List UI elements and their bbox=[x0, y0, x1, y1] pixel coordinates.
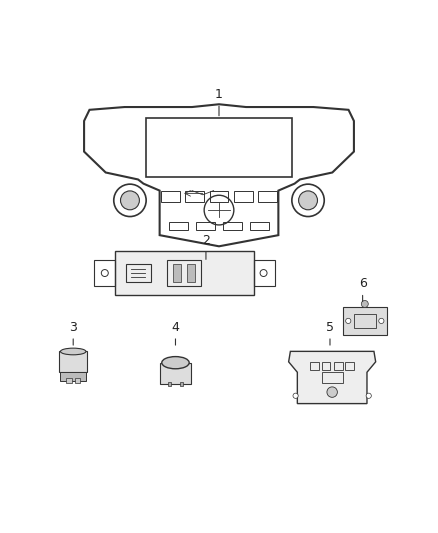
Bar bbox=[311, 362, 319, 370]
Circle shape bbox=[293, 393, 298, 398]
Bar bbox=[322, 362, 330, 370]
Circle shape bbox=[120, 191, 139, 210]
Bar bbox=[209, 191, 229, 201]
Text: 1: 1 bbox=[215, 88, 223, 101]
Bar bbox=[354, 314, 376, 328]
Bar bbox=[168, 382, 171, 385]
Bar bbox=[146, 118, 292, 176]
Bar bbox=[234, 191, 253, 201]
Circle shape bbox=[361, 301, 368, 308]
Bar bbox=[196, 222, 215, 230]
Text: 4: 4 bbox=[172, 321, 180, 334]
Bar bbox=[59, 351, 87, 372]
Bar bbox=[258, 191, 277, 201]
Text: 6: 6 bbox=[359, 278, 367, 290]
Ellipse shape bbox=[60, 348, 86, 355]
Bar bbox=[66, 378, 72, 383]
Bar bbox=[180, 382, 184, 385]
Circle shape bbox=[327, 387, 337, 397]
Bar bbox=[345, 362, 354, 370]
Bar bbox=[187, 264, 195, 282]
Bar bbox=[185, 191, 204, 201]
Bar bbox=[223, 222, 242, 230]
Bar bbox=[334, 362, 343, 370]
Circle shape bbox=[346, 318, 351, 324]
Circle shape bbox=[379, 318, 384, 324]
Bar bbox=[74, 378, 80, 383]
Ellipse shape bbox=[162, 357, 189, 369]
Circle shape bbox=[101, 270, 108, 277]
Bar bbox=[173, 264, 181, 282]
Bar bbox=[167, 260, 201, 286]
Bar bbox=[343, 307, 387, 335]
Bar bbox=[94, 260, 115, 286]
Circle shape bbox=[299, 191, 318, 210]
Bar bbox=[250, 222, 269, 230]
Bar bbox=[161, 191, 180, 201]
Bar bbox=[169, 222, 188, 230]
Text: 2: 2 bbox=[202, 234, 210, 247]
Bar bbox=[254, 260, 275, 286]
Circle shape bbox=[366, 393, 371, 398]
Text: 3: 3 bbox=[69, 321, 77, 334]
Bar bbox=[160, 362, 191, 384]
Bar bbox=[322, 372, 343, 383]
Bar bbox=[126, 264, 151, 282]
Circle shape bbox=[260, 270, 267, 277]
Bar bbox=[115, 251, 254, 295]
Polygon shape bbox=[289, 351, 376, 403]
Bar bbox=[60, 372, 86, 381]
Text: 5: 5 bbox=[326, 321, 334, 334]
